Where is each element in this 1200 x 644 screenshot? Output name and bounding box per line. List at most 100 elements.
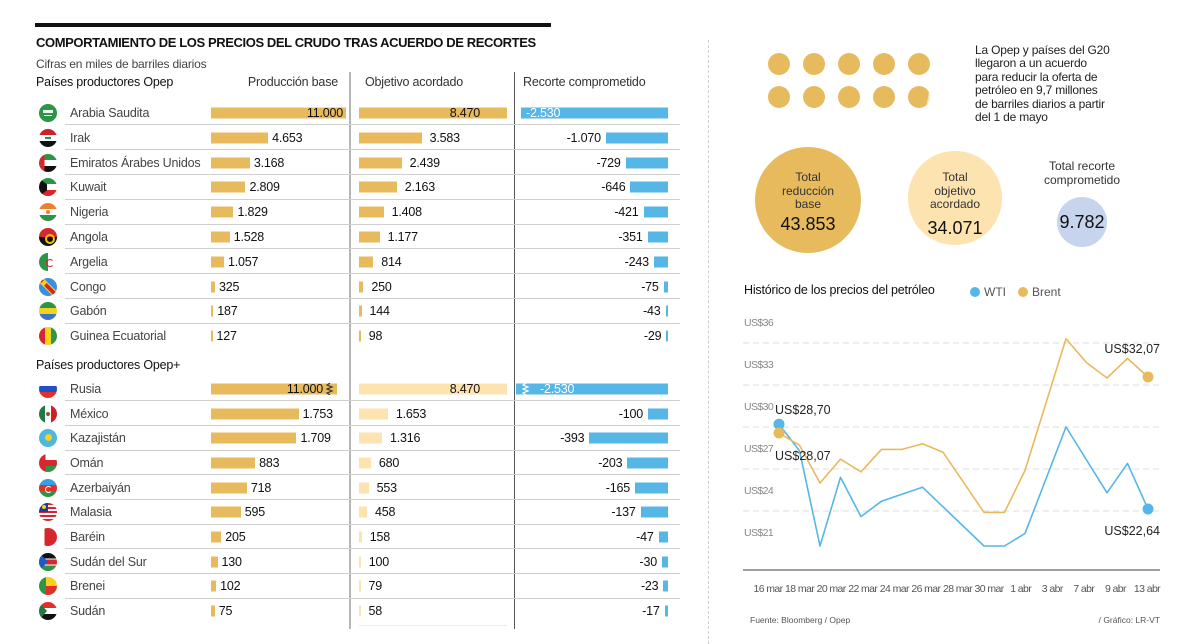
- cut-bar: [664, 605, 668, 617]
- legend-brent-label: Brent: [1032, 285, 1061, 299]
- production-value: 187: [217, 304, 238, 319]
- country-name: Malasia: [70, 505, 112, 520]
- data-label: US$32,07: [1104, 342, 1160, 356]
- target-value: 100: [368, 554, 389, 569]
- production-value: 595: [244, 505, 266, 520]
- target-value: 8.470: [449, 382, 480, 397]
- section-header-opep: Países productores Opep: [36, 75, 174, 89]
- flag-sa-icon: [39, 103, 57, 122]
- table-row: Sudán 75 58 -17: [0, 599, 1200, 624]
- table-row: Irak 4.653 3.583 -1.070: [0, 125, 1200, 150]
- target-bar: [359, 383, 507, 395]
- legend-brent-dot-icon: [1018, 287, 1028, 297]
- production-bar: [211, 457, 256, 469]
- country-name: Sudán: [70, 604, 106, 619]
- flag-kz-icon: [39, 429, 57, 448]
- flag-ne-icon: [39, 203, 57, 222]
- x-tick-label: 16 mar: [753, 583, 783, 595]
- bubble-value: 34.071: [927, 218, 983, 238]
- production-bar: [211, 107, 346, 119]
- bubble-label-line: reducción: [781, 183, 835, 198]
- production-bar: [211, 157, 250, 169]
- cut-bar: [663, 281, 668, 293]
- target-value: 680: [378, 456, 400, 471]
- cut-bar: [605, 132, 668, 144]
- intro-line: del 1 de mayo: [975, 110, 1048, 125]
- target-bar: [359, 432, 382, 444]
- column-header-production: Producción base: [247, 75, 338, 89]
- country-name: Emiratos Árabes Unidos: [70, 155, 201, 170]
- bubble-circle: [755, 147, 861, 253]
- production-value: 11.000: [286, 382, 323, 397]
- country-name: Congo: [70, 279, 106, 294]
- target-value: 1.316: [389, 431, 421, 446]
- bubble-circle: [908, 151, 1002, 245]
- cut-value: -47: [636, 530, 654, 545]
- production-bar: [211, 432, 297, 444]
- production-bar: [211, 482, 247, 494]
- production-bar: [211, 531, 222, 543]
- cut-bar: [647, 231, 668, 243]
- target-bar: [359, 132, 422, 144]
- country-name: Azerbaiyán: [70, 480, 131, 495]
- top-rule: [35, 23, 551, 27]
- flag-gq-icon: [39, 327, 57, 346]
- data-label: US$22,64: [1104, 524, 1160, 538]
- barrel-dot: [768, 86, 790, 108]
- target-value: 79: [368, 579, 383, 594]
- cut-bar: [653, 256, 668, 268]
- bubble-label-line: comprometido: [1043, 172, 1121, 187]
- production-value: 3.168: [253, 155, 285, 170]
- flag-az-icon: [39, 478, 57, 497]
- production-bar: [211, 181, 246, 193]
- bar-break-icon: [522, 383, 530, 396]
- production-value: 325: [218, 279, 240, 294]
- production-value: 883: [259, 456, 280, 471]
- table-row: Malasia 595 458 -137: [0, 500, 1200, 525]
- table-row: Gabón 187 144 -43: [0, 299, 1200, 324]
- x-tick-label: 30 mar: [975, 583, 1005, 595]
- cut-bar: [516, 383, 668, 395]
- bar-break-stroke: [522, 383, 530, 396]
- production-bar: [211, 231, 230, 243]
- production-value: 1.057: [227, 254, 259, 269]
- target-bar: [359, 305, 362, 317]
- cut-bar: [663, 580, 668, 592]
- flag-ru-icon: [39, 380, 57, 399]
- cut-value: -43: [643, 304, 661, 319]
- x-tick-label: 18 mar: [785, 583, 815, 595]
- wti-start-marker: [773, 418, 785, 430]
- production-value: 1.709: [300, 431, 331, 446]
- flag-dz-icon: [39, 252, 57, 271]
- table-row: Kuwait 2.809 2.163 -646: [0, 175, 1200, 200]
- country-name: México: [70, 406, 109, 421]
- x-tick-label: 9 abr: [1105, 583, 1127, 595]
- country-name: Guinea Ecuatorial: [70, 329, 166, 344]
- target-value: 1.408: [391, 205, 422, 220]
- bubble-label-line: Total recorte: [1048, 159, 1116, 173]
- flag-sd-icon: [39, 602, 57, 621]
- target-value: 3.583: [429, 130, 460, 145]
- cut-value: -75: [641, 279, 659, 294]
- target-bar: [359, 556, 361, 568]
- barrel-dot: [908, 53, 930, 75]
- panel-separator: [708, 40, 709, 644]
- cut-value: -137: [611, 505, 636, 520]
- y-tick-label: US$36: [744, 317, 774, 329]
- cut-bar: [665, 305, 668, 317]
- cut-bar: [625, 157, 668, 169]
- target-bar: [359, 482, 369, 494]
- cut-value: -729: [596, 155, 621, 170]
- target-value: 553: [376, 480, 397, 495]
- country-name: Kazajistán: [70, 431, 126, 446]
- bar-break-stroke: [326, 383, 334, 396]
- cut-value: -17: [642, 604, 660, 619]
- oil-price-line-chart: US$36 US$33 US$30 US$27 US$24 US$21 16 mar 18 m…: [743, 317, 1162, 595]
- intro-line: petróleo en 9,7 millones: [975, 83, 1098, 98]
- production-bar: [211, 580, 217, 592]
- target-bar: [359, 231, 380, 243]
- target-bar: [359, 281, 364, 293]
- production-value: 130: [221, 554, 242, 569]
- wti-end-marker: [1142, 503, 1154, 515]
- country-name: Argelia: [70, 254, 108, 269]
